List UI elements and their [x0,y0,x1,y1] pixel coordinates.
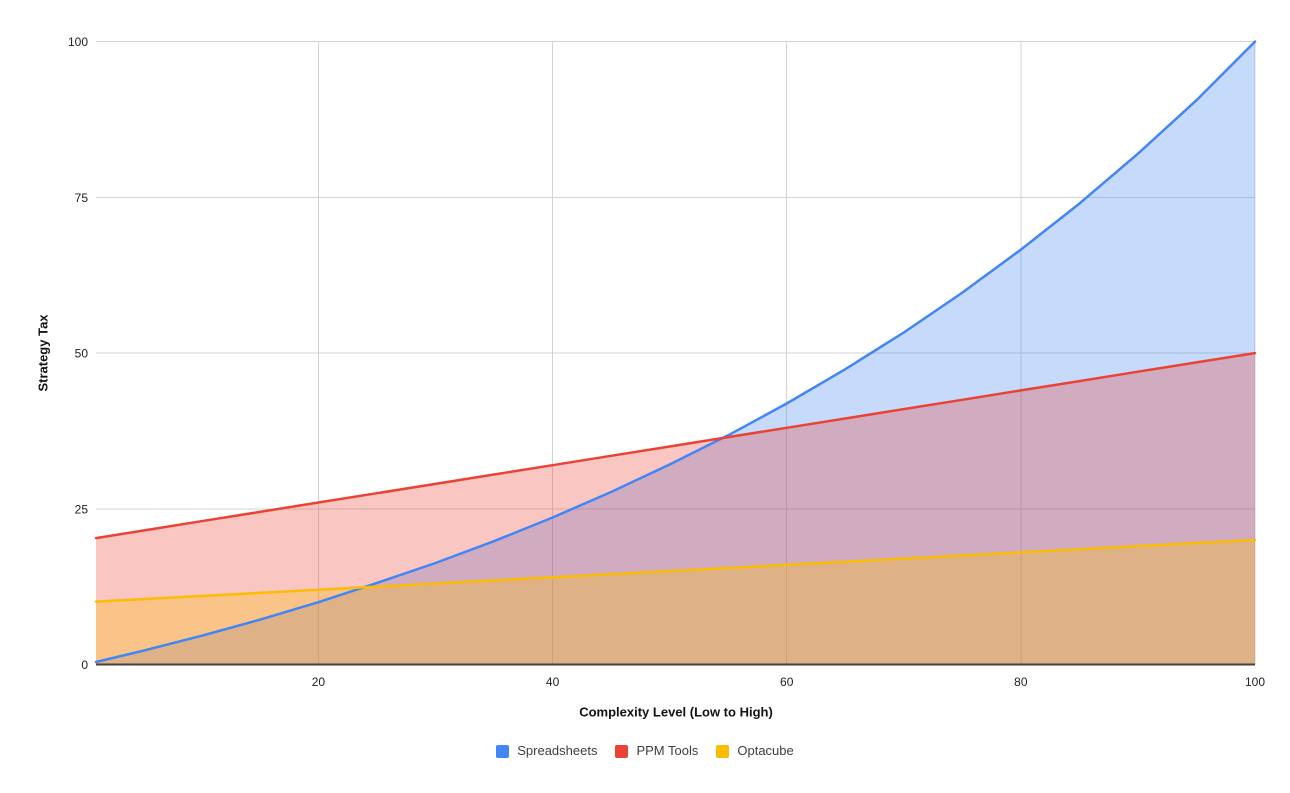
y-tick-label: 100 [68,35,88,49]
x-tick-label: 60 [780,675,794,689]
legend-label-ppm-tools: PPM Tools [636,743,699,758]
area-optacube [96,539,1255,665]
legend-item-ppm-tools[interactable]: PPM Tools [615,743,698,759]
legend-swatch-ppm-tools-icon [615,744,629,758]
x-tick-label: 20 [312,675,326,689]
y-tick-label: 75 [75,191,89,205]
legend-item-spreadsheets[interactable]: Spreadsheets [496,743,597,759]
y-tick-label: 50 [75,347,89,361]
x-axis-title: Complexity Level (Low to High) [579,704,773,720]
x-tick-label: 100 [1245,675,1265,689]
y-tick-label: 25 [75,502,89,516]
legend-swatch-spreadsheets-icon [496,744,510,758]
legend-label-spreadsheets: Spreadsheets [517,743,598,758]
x-tick-label: 80 [1014,675,1028,689]
legend-item-optacube[interactable]: Optacube [716,743,794,759]
legend-swatch-optacube-icon [716,744,730,758]
legend: Spreadsheets PPM Tools Optacube [0,743,1290,759]
line-spreadsheets [94,40,1257,664]
area-spreadsheets [96,41,1255,665]
y-axis-title: Strategy Tax [35,314,51,392]
y-tick-label: 0 [81,658,88,672]
legend-label-optacube: Optacube [737,743,794,758]
line-ppm-tools [94,351,1257,540]
x-tick-label: 40 [546,675,560,689]
line-optacube [94,538,1257,603]
